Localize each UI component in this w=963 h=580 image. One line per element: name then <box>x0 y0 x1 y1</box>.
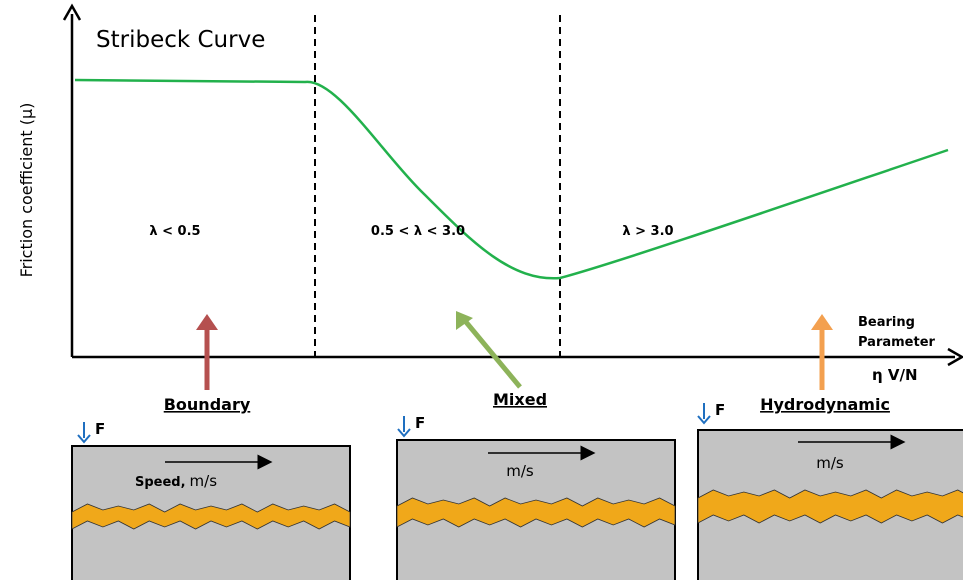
force-label: F <box>415 414 425 432</box>
x-axis-label: Parameter <box>858 335 936 350</box>
regime-name: Mixed <box>493 390 547 409</box>
force-label: F <box>95 420 105 438</box>
speed-label: Speed, m/s <box>135 472 217 490</box>
speed-text: Speed, <box>135 475 186 490</box>
regime-name: Hydrodynamic <box>760 395 890 414</box>
title: Stribeck Curve <box>96 27 265 53</box>
speed-text: m/s <box>506 462 534 480</box>
stribeck-diagram: Stribeck Curve Friction coefficient (μ) … <box>0 0 963 580</box>
stribeck-curve <box>75 80 948 278</box>
x-axis-symbol: η V/N <box>872 366 918 384</box>
y-axis-label: Friction coefficient (μ) <box>17 103 36 278</box>
pointer-arrow-head <box>811 314 833 330</box>
speed-label: m/s <box>816 454 844 472</box>
speed-label: m/s <box>506 462 534 480</box>
panels: Boundary F Speed, m/s Mixed Fm/s Hydrodynamic F… <box>72 390 963 580</box>
region-condition: λ < 0.5 <box>149 224 200 239</box>
speed-text: m/s <box>816 454 844 472</box>
speed-text: m/s <box>190 472 218 490</box>
pointer-arrow <box>466 322 520 387</box>
region-condition: 0.5 < λ < 3.0 <box>371 224 465 239</box>
pointer-arrow-head <box>196 314 218 330</box>
x-axis-label: Bearing <box>858 315 915 330</box>
force-label: F <box>715 401 725 419</box>
region-condition: λ > 3.0 <box>622 224 673 239</box>
regime-name: Boundary <box>164 395 251 414</box>
